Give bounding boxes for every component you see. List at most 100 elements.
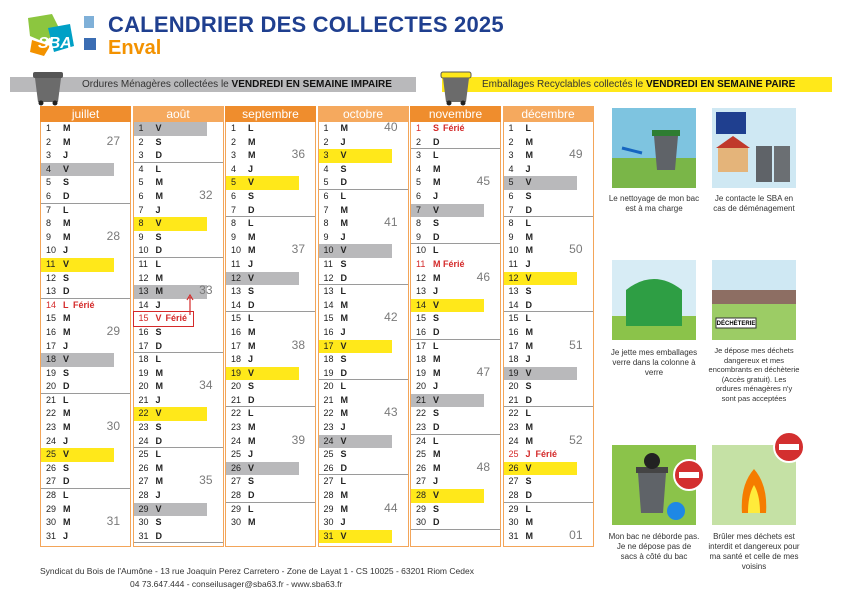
day-letter: D xyxy=(525,490,533,501)
day-number: 16 xyxy=(231,326,242,337)
day-number: 5 xyxy=(323,177,329,188)
day-letter: J xyxy=(340,136,346,147)
day-row: 11 M Férié xyxy=(411,258,500,272)
day-letter: M xyxy=(155,272,164,283)
day-row: 10 M 37 xyxy=(226,243,315,258)
day-row: 14 D xyxy=(503,299,593,313)
day-row: 14 L Férié xyxy=(41,299,130,313)
day-letter: V xyxy=(63,449,70,460)
day-letter: M xyxy=(63,136,71,147)
day-letter: M xyxy=(433,354,441,365)
day-number: 30 xyxy=(138,517,149,528)
legend-day: VENDREDI EN SEMAINE PAIRE xyxy=(645,79,796,90)
day-row: 22 V xyxy=(133,407,207,422)
day-letter: S xyxy=(525,476,532,487)
month-header: décembre xyxy=(502,106,594,122)
day-letter: L xyxy=(248,408,254,419)
day-number: 3 xyxy=(231,150,237,161)
day-letter: J xyxy=(433,286,439,297)
day-number: 25 xyxy=(138,449,149,460)
day-number: 23 xyxy=(508,422,519,433)
day-letter: L xyxy=(340,286,347,297)
day-letter: L xyxy=(155,258,162,269)
day-row: 2 M 27 xyxy=(41,134,130,150)
day-number: 7 xyxy=(138,204,144,215)
day-letter: S xyxy=(433,503,440,514)
day-letter: J xyxy=(525,354,531,365)
day-letter: D xyxy=(525,394,533,405)
month-column: 1 M 2 M 27 3 J 4 V 5 S 6 D 7 L 8 M 9 M 28 10 J 11 V 12 S 13 D 14 L Fér… xyxy=(40,122,131,547)
day-letter: M xyxy=(63,408,71,419)
day-letter: V xyxy=(155,313,162,324)
day-letter: V xyxy=(433,394,440,405)
day-number: 11 xyxy=(231,258,241,269)
day-row: 26 V xyxy=(503,461,577,476)
day-number: 23 xyxy=(323,422,334,433)
legend-om: Ordures Ménagères collectées le VENDREDI… xyxy=(10,77,416,92)
holiday-label: Férié xyxy=(443,258,465,269)
day-row: 12 V xyxy=(226,271,299,286)
day-letter: S xyxy=(63,272,70,283)
day-number: 7 xyxy=(416,204,422,215)
day-letter: L xyxy=(248,123,254,133)
day-letter: D xyxy=(433,136,440,147)
week-number: 28 xyxy=(106,228,120,243)
day-letter: M xyxy=(340,313,349,324)
day-row: 18 L xyxy=(134,353,223,367)
day-row: 22 M 43 xyxy=(319,406,408,421)
day-number: 11 xyxy=(323,258,333,269)
day-number: 12 xyxy=(231,272,242,283)
day-letter: J xyxy=(155,299,161,310)
day-letter: M xyxy=(63,517,71,528)
day-letter: L xyxy=(525,123,532,133)
day-row: 31 D xyxy=(133,530,223,544)
day-number: 26 xyxy=(416,462,427,473)
day-number: 22 xyxy=(416,408,427,419)
day-letter: S xyxy=(248,286,255,297)
day-letter: D xyxy=(155,530,163,541)
day-number: 29 xyxy=(323,503,334,514)
day-row: 16 M 29 xyxy=(41,324,130,340)
day-row: 3 M 36 xyxy=(226,148,315,163)
day-letter: V xyxy=(155,503,162,514)
day-number: 20 xyxy=(138,381,149,392)
day-row: 1 M 40 xyxy=(319,120,408,136)
day-number: 7 xyxy=(323,204,329,215)
week-number: 33 xyxy=(199,283,213,298)
day-number: 27 xyxy=(323,476,334,487)
day-row: 5 M 45 xyxy=(411,175,500,190)
day-row: 20 J xyxy=(411,380,500,394)
day-row: 15 L xyxy=(226,312,315,326)
day-row: 28 M xyxy=(319,489,408,503)
day-number: 17 xyxy=(508,340,519,351)
day-row: 31 V xyxy=(318,529,392,544)
day-letter: J xyxy=(248,354,254,365)
bin-icon xyxy=(33,72,63,106)
day-row: 20 S xyxy=(226,380,315,394)
day-letter: M xyxy=(63,123,71,133)
month-column: 1 V 2 S 3 D 4 L 5 M 6 M 32 7 J 8 V 9 S 10 D 11 L 12 M 13 M 33 14 J 15 V… xyxy=(132,122,224,547)
day-number: 26 xyxy=(508,462,519,473)
day-letter: L xyxy=(433,340,439,351)
day-letter: J xyxy=(340,422,346,433)
day-number: 12 xyxy=(508,272,519,283)
day-number: 19 xyxy=(323,367,334,378)
day-letter: S xyxy=(248,381,255,392)
day-number: 9 xyxy=(323,231,329,242)
day-letter: V xyxy=(525,177,532,188)
day-number: 9 xyxy=(138,231,144,242)
day-row: 19 M 47 xyxy=(411,365,500,381)
day-number: 13 xyxy=(416,286,427,297)
month-header: novembre xyxy=(410,106,501,122)
